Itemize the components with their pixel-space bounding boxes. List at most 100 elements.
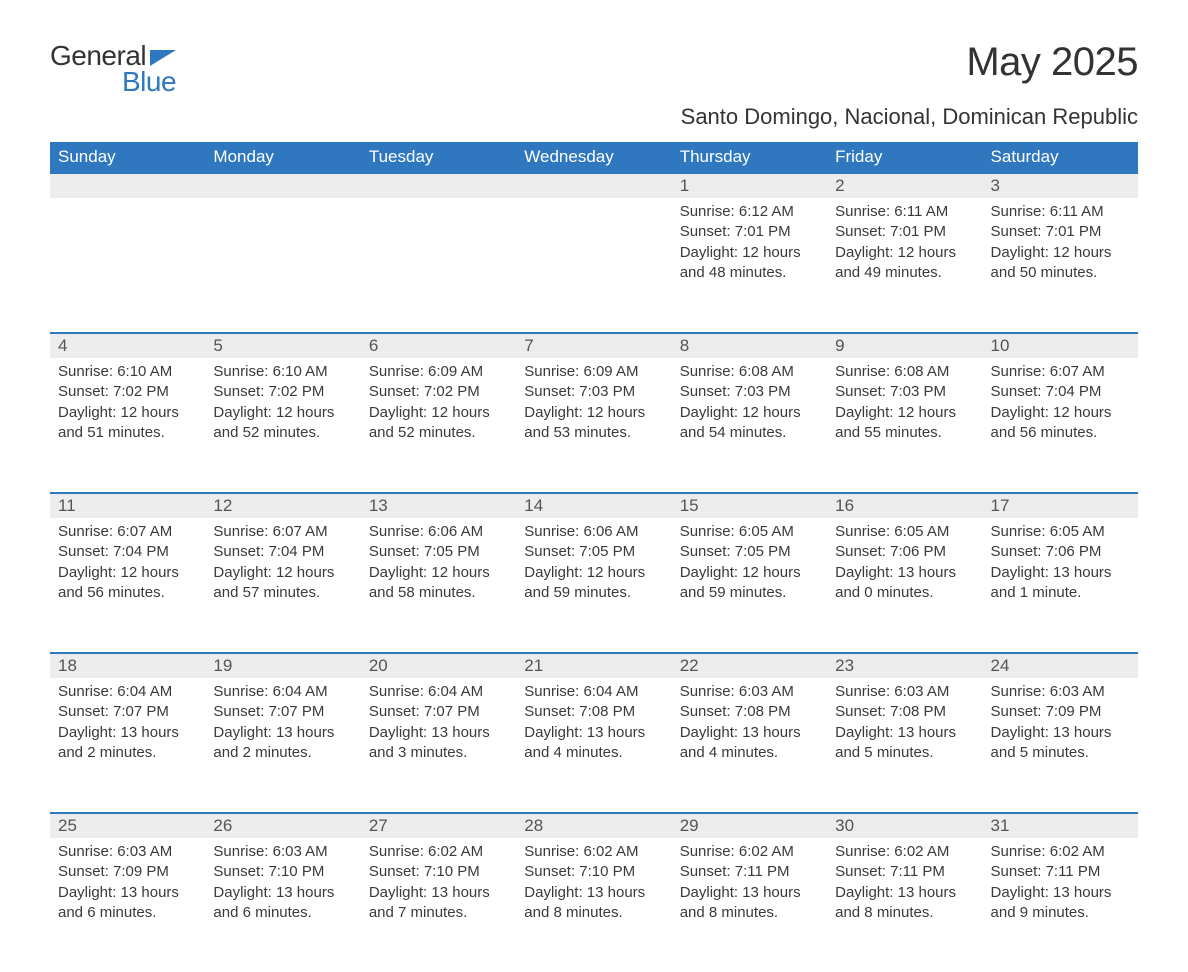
- day-cell: Sunrise: 6:03 AMSunset: 7:10 PMDaylight:…: [205, 838, 360, 933]
- sunset-line: Sunset: 7:04 PM: [991, 382, 1130, 402]
- sunrise-line: Sunrise: 6:02 AM: [991, 842, 1130, 862]
- daylight-line: Daylight: 13 hours and 5 minutes.: [991, 723, 1130, 764]
- sunset-line: Sunset: 7:06 PM: [835, 542, 974, 562]
- daylight-line: Daylight: 12 hours and 49 minutes.: [835, 243, 974, 284]
- sunrise-line: Sunrise: 6:03 AM: [213, 842, 352, 862]
- daylight-line: Daylight: 13 hours and 6 minutes.: [213, 883, 352, 924]
- day-number: 13: [361, 492, 516, 518]
- weekday-header: Tuesday: [361, 142, 516, 172]
- header: General Blue May 2025: [50, 40, 1138, 98]
- daylight-line: Daylight: 12 hours and 59 minutes.: [680, 563, 819, 604]
- sunrise-line: Sunrise: 6:10 AM: [58, 362, 197, 382]
- day-cell: Sunrise: 6:04 AMSunset: 7:07 PMDaylight:…: [50, 678, 205, 773]
- sunrise-line: Sunrise: 6:11 AM: [991, 202, 1130, 222]
- week-data-row: Sunrise: 6:04 AMSunset: 7:07 PMDaylight:…: [50, 678, 1138, 812]
- sunset-line: Sunset: 7:10 PM: [369, 862, 508, 882]
- week-number-row: 18192021222324: [50, 652, 1138, 678]
- day-number: 19: [205, 652, 360, 678]
- day-number: 17: [983, 492, 1138, 518]
- daylight-line: Daylight: 13 hours and 8 minutes.: [524, 883, 663, 924]
- day-number: 16: [827, 492, 982, 518]
- day-number: 14: [516, 492, 671, 518]
- sunset-line: Sunset: 7:08 PM: [524, 702, 663, 722]
- sunrise-line: Sunrise: 6:05 AM: [991, 522, 1130, 542]
- sunrise-line: Sunrise: 6:07 AM: [991, 362, 1130, 382]
- empty-cell: [361, 198, 516, 212]
- logo: General Blue: [50, 40, 176, 98]
- sunset-line: Sunset: 7:02 PM: [213, 382, 352, 402]
- daylight-line: Daylight: 12 hours and 55 minutes.: [835, 403, 974, 444]
- week-number-row: 11121314151617: [50, 492, 1138, 518]
- daylight-line: Daylight: 13 hours and 8 minutes.: [835, 883, 974, 924]
- week-number-row: 25262728293031: [50, 812, 1138, 838]
- daylight-line: Daylight: 12 hours and 58 minutes.: [369, 563, 508, 604]
- day-cell: Sunrise: 6:04 AMSunset: 7:07 PMDaylight:…: [205, 678, 360, 773]
- sunset-line: Sunset: 7:05 PM: [524, 542, 663, 562]
- sunset-line: Sunset: 7:04 PM: [213, 542, 352, 562]
- daylight-line: Daylight: 13 hours and 7 minutes.: [369, 883, 508, 924]
- sunrise-line: Sunrise: 6:04 AM: [524, 682, 663, 702]
- day-cell: Sunrise: 6:02 AMSunset: 7:11 PMDaylight:…: [983, 838, 1138, 933]
- sunset-line: Sunset: 7:11 PM: [680, 862, 819, 882]
- daylight-line: Daylight: 13 hours and 4 minutes.: [524, 723, 663, 764]
- day-number: 3: [983, 172, 1138, 198]
- day-number: 28: [516, 812, 671, 838]
- daylight-line: Daylight: 12 hours and 56 minutes.: [991, 403, 1130, 444]
- day-cell: Sunrise: 6:04 AMSunset: 7:08 PMDaylight:…: [516, 678, 671, 773]
- logo-triangle-icon: [150, 50, 176, 66]
- weekday-header: Wednesday: [516, 142, 671, 172]
- week-data-row: Sunrise: 6:12 AMSunset: 7:01 PMDaylight:…: [50, 198, 1138, 332]
- sunrise-line: Sunrise: 6:09 AM: [369, 362, 508, 382]
- empty-cell: [516, 198, 671, 212]
- sunset-line: Sunset: 7:02 PM: [369, 382, 508, 402]
- sunset-line: Sunset: 7:01 PM: [991, 222, 1130, 242]
- sunrise-line: Sunrise: 6:11 AM: [835, 202, 974, 222]
- day-cell: Sunrise: 6:07 AMSunset: 7:04 PMDaylight:…: [50, 518, 205, 613]
- day-number: 20: [361, 652, 516, 678]
- daylight-line: Daylight: 12 hours and 57 minutes.: [213, 563, 352, 604]
- daylight-line: Daylight: 12 hours and 56 minutes.: [58, 563, 197, 604]
- day-cell: Sunrise: 6:05 AMSunset: 7:05 PMDaylight:…: [672, 518, 827, 613]
- day-cell: Sunrise: 6:07 AMSunset: 7:04 PMDaylight:…: [983, 358, 1138, 453]
- sunset-line: Sunset: 7:03 PM: [680, 382, 819, 402]
- day-number: 1: [672, 172, 827, 198]
- sunset-line: Sunset: 7:11 PM: [991, 862, 1130, 882]
- location-subtitle: Santo Domingo, Nacional, Dominican Repub…: [50, 104, 1138, 130]
- empty-cell: [50, 198, 205, 212]
- day-cell: Sunrise: 6:10 AMSunset: 7:02 PMDaylight:…: [50, 358, 205, 453]
- daylight-line: Daylight: 13 hours and 0 minutes.: [835, 563, 974, 604]
- sunset-line: Sunset: 7:01 PM: [680, 222, 819, 242]
- day-number: 27: [361, 812, 516, 838]
- day-cell: Sunrise: 6:08 AMSunset: 7:03 PMDaylight:…: [827, 358, 982, 453]
- sunrise-line: Sunrise: 6:02 AM: [369, 842, 508, 862]
- sunset-line: Sunset: 7:09 PM: [58, 862, 197, 882]
- day-number: 12: [205, 492, 360, 518]
- sunrise-line: Sunrise: 6:05 AM: [835, 522, 974, 542]
- day-cell: Sunrise: 6:12 AMSunset: 7:01 PMDaylight:…: [672, 198, 827, 293]
- day-cell: Sunrise: 6:02 AMSunset: 7:11 PMDaylight:…: [672, 838, 827, 933]
- sunset-line: Sunset: 7:07 PM: [369, 702, 508, 722]
- sunrise-line: Sunrise: 6:04 AM: [213, 682, 352, 702]
- day-cell: Sunrise: 6:02 AMSunset: 7:10 PMDaylight:…: [361, 838, 516, 933]
- sunrise-line: Sunrise: 6:03 AM: [680, 682, 819, 702]
- day-number: 22: [672, 652, 827, 678]
- sunrise-line: Sunrise: 6:03 AM: [58, 842, 197, 862]
- daylight-line: Daylight: 12 hours and 52 minutes.: [213, 403, 352, 444]
- logo-word-blue: Blue: [122, 66, 176, 98]
- daylight-line: Daylight: 12 hours and 48 minutes.: [680, 243, 819, 284]
- sunset-line: Sunset: 7:10 PM: [524, 862, 663, 882]
- daylight-line: Daylight: 12 hours and 53 minutes.: [524, 403, 663, 444]
- week-number-row: 45678910: [50, 332, 1138, 358]
- day-cell: Sunrise: 6:03 AMSunset: 7:09 PMDaylight:…: [983, 678, 1138, 773]
- sunrise-line: Sunrise: 6:02 AM: [524, 842, 663, 862]
- sunrise-line: Sunrise: 6:04 AM: [369, 682, 508, 702]
- day-number: 26: [205, 812, 360, 838]
- sunset-line: Sunset: 7:05 PM: [680, 542, 819, 562]
- day-cell: Sunrise: 6:02 AMSunset: 7:11 PMDaylight:…: [827, 838, 982, 933]
- weekday-header: Monday: [205, 142, 360, 172]
- sunrise-line: Sunrise: 6:02 AM: [835, 842, 974, 862]
- daylight-line: Daylight: 13 hours and 2 minutes.: [58, 723, 197, 764]
- sunrise-line: Sunrise: 6:03 AM: [835, 682, 974, 702]
- daylight-line: Daylight: 13 hours and 6 minutes.: [58, 883, 197, 924]
- empty-day: [50, 172, 205, 198]
